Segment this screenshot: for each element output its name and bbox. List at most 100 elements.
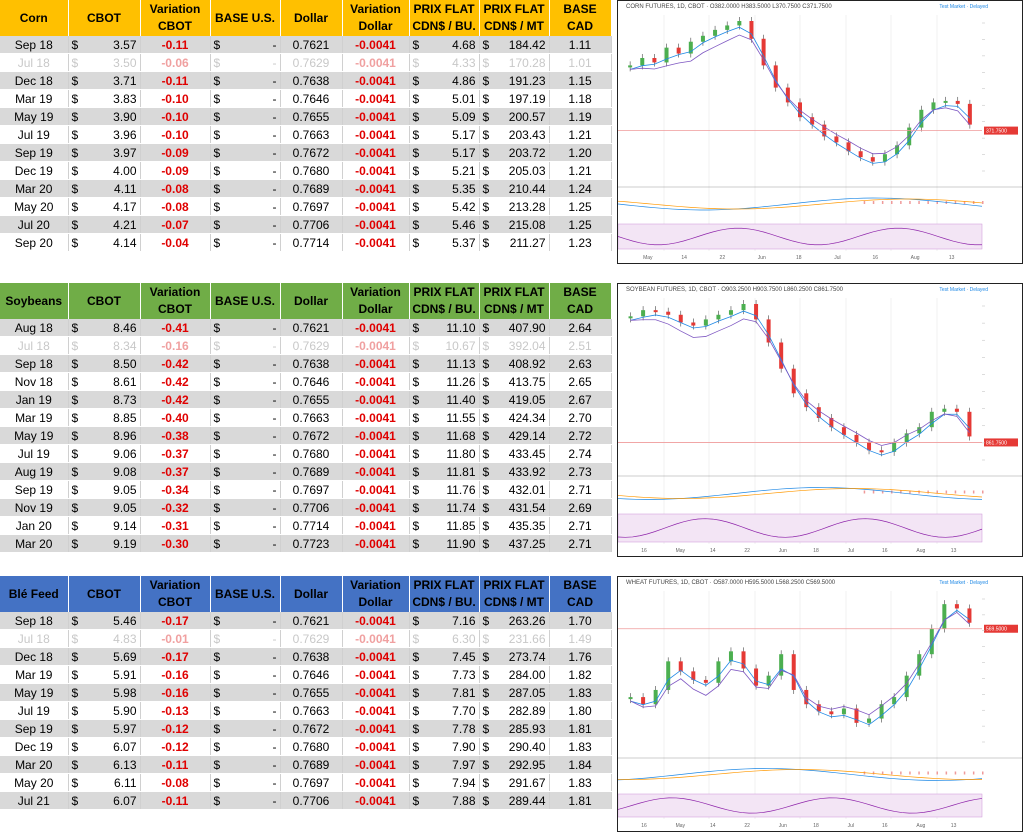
currency-symbol: $ <box>71 446 79 461</box>
cbot-price: $3.96 <box>68 125 141 144</box>
base-us: $ - <box>210 516 281 535</box>
cbot-price-value: 5.98 <box>113 685 137 700</box>
histogram-bar <box>936 771 938 775</box>
header-row: Corn CBOT Variation CBOT BASE U.S. Dollar Var… <box>0 0 612 36</box>
contract-month: Sep 18 <box>0 354 69 373</box>
currency-symbol: $ <box>412 631 420 646</box>
corn-futures-chart[interactable]: CORN FUTURES, 1D, CBOT · O382.0000 H383.… <box>617 0 1023 264</box>
cbot-variation: -0.41 <box>140 319 211 337</box>
dollar-variation: -0.0041 <box>342 390 410 409</box>
corn-panel: Corn CBOT Variation CBOT BASE U.S. Dollar Var… <box>0 0 1024 265</box>
candle <box>846 142 851 152</box>
x-axis-label: Jun <box>779 548 787 554</box>
cbot-price: $3.50 <box>68 53 141 72</box>
candle <box>653 310 658 313</box>
candle <box>942 604 947 629</box>
cbot-price-value: 5.90 <box>113 703 137 718</box>
currency-symbol: $ <box>482 649 490 664</box>
flat-price-bu-value: 5.01 <box>452 91 476 106</box>
dollar-rate: 0.7663 <box>280 701 343 720</box>
flat-price-bu: $11.26 <box>409 372 480 391</box>
column-header: Variation Dollar <box>342 0 410 36</box>
cbot-price: $8.50 <box>68 354 141 373</box>
dollar-variation: -0.0041 <box>342 408 410 427</box>
currency-symbol: $ <box>213 181 221 196</box>
chart-title: WHEAT FUTURES, 1D, CBOT · O587.0000 H595… <box>626 580 836 586</box>
wheat-price-table: Blé Feed CBOT Variation CBOT BASE U.S. Dolla… <box>0 576 612 810</box>
flat-price-mt: $203.43 <box>479 125 550 144</box>
currency-symbol: $ <box>482 181 490 196</box>
currency-symbol: $ <box>412 235 420 250</box>
chart-canvas[interactable]: 569.5000 16 May 14 22 Jun 18 Jul 16 Aug 13 <box>618 577 1022 831</box>
table-row: Jan 19 $8.73 -0.42 $ -0.7655 -0.0041 $11.40 $41… <box>0 390 612 409</box>
base-us-value: - <box>272 757 277 772</box>
histogram-bar <box>909 771 911 775</box>
flat-price-mt: $291.67 <box>479 773 550 792</box>
flat-price-mt-value: 273.74 <box>508 649 546 664</box>
currency-symbol: $ <box>412 374 420 389</box>
currency-symbol: $ <box>412 793 420 808</box>
cbot-price-value: 5.91 <box>113 667 137 682</box>
last-price-badge <box>984 624 1018 633</box>
flat-price-bu: $11.40 <box>409 390 480 409</box>
flat-price-bu-value: 7.97 <box>452 757 476 772</box>
dollar-variation: -0.0041 <box>342 737 410 756</box>
flat-price-mt-value: 291.67 <box>508 775 546 790</box>
base-us-value: - <box>272 55 277 70</box>
cbot-variation: -0.37 <box>140 462 211 481</box>
flat-price-bu: $11.90 <box>409 534 480 553</box>
table-row: Sep 19 $3.97 -0.09 $ -0.7672 -0.0041 $5.17 $203… <box>0 143 612 162</box>
flat-price-bu-value: 7.94 <box>452 775 476 790</box>
dollar-variation: -0.0041 <box>342 336 410 355</box>
flat-price-mt: $197.19 <box>479 89 550 108</box>
cbot-price: $9.05 <box>68 498 141 517</box>
base-us: $ - <box>210 719 281 738</box>
flat-price-bu-value: 7.88 <box>452 793 476 808</box>
cbot-variation: -0.10 <box>140 125 211 144</box>
base-us-value: - <box>272 446 277 461</box>
currency-symbol: $ <box>71 163 79 178</box>
candle <box>785 87 790 103</box>
cbot-price: $8.96 <box>68 426 141 445</box>
soybean-futures-chart[interactable]: SOYBEAN FUTURES, 1D, CBOT · O903.2500 H9… <box>617 283 1023 557</box>
dollar-rate: 0.7655 <box>280 390 343 409</box>
dollar-rate: 0.7689 <box>280 179 343 198</box>
base-us-value: - <box>272 109 277 124</box>
base-us-value: - <box>272 518 277 533</box>
flat-price-mt: $429.14 <box>479 426 550 445</box>
base-us-value: - <box>272 73 277 88</box>
column-header: BASE U.S. <box>210 0 281 36</box>
base-us: $ - <box>210 791 281 810</box>
currency-symbol: $ <box>213 73 221 88</box>
dollar-rate: 0.7638 <box>280 71 343 90</box>
flat-price-mt-value: 170.28 <box>508 55 546 70</box>
contract-month: Mar 19 <box>0 89 69 108</box>
candle <box>841 708 846 715</box>
candle <box>641 310 646 317</box>
column-header: PRIX FLAT CDN$ / BU. <box>409 283 480 319</box>
x-axis-label: 16 <box>882 548 888 554</box>
cbot-variation: -0.37 <box>140 444 211 463</box>
cbot-price-value: 3.90 <box>113 109 137 124</box>
contract-month: Jan 20 <box>0 516 69 535</box>
wheat-futures-chart[interactable]: WHEAT FUTURES, 1D, CBOT · O587.0000 H595… <box>617 576 1023 832</box>
chart-canvas[interactable]: 861.7500 16 May 14 22 Jun 18 Jul 16 Aug 13 <box>618 284 1022 556</box>
chart-canvas[interactable]: 371.7500 May 14 22 Jun 18 Jul 16 Aug 13 <box>618 1 1022 263</box>
base-us: $ - <box>210 71 281 90</box>
base-cad: 1.49 <box>549 629 612 648</box>
currency-symbol: $ <box>412 392 420 407</box>
candle <box>929 411 934 428</box>
flat-price-mt: $433.45 <box>479 444 550 463</box>
column-header: BASE U.S. <box>210 283 281 319</box>
currency-symbol: $ <box>213 91 221 106</box>
cbot-variation: -0.08 <box>140 179 211 198</box>
currency-symbol: $ <box>213 703 221 718</box>
candle <box>725 25 730 30</box>
flat-price-mt-value: 413.75 <box>508 374 546 389</box>
base-us: $ - <box>210 647 281 666</box>
column-header: Variation Dollar <box>342 576 410 612</box>
flat-price-bu-value: 10.67 <box>445 338 476 353</box>
x-axis-label: 13 <box>949 255 955 261</box>
currency-symbol: $ <box>71 181 79 196</box>
dollar-variation: -0.0041 <box>342 755 410 774</box>
